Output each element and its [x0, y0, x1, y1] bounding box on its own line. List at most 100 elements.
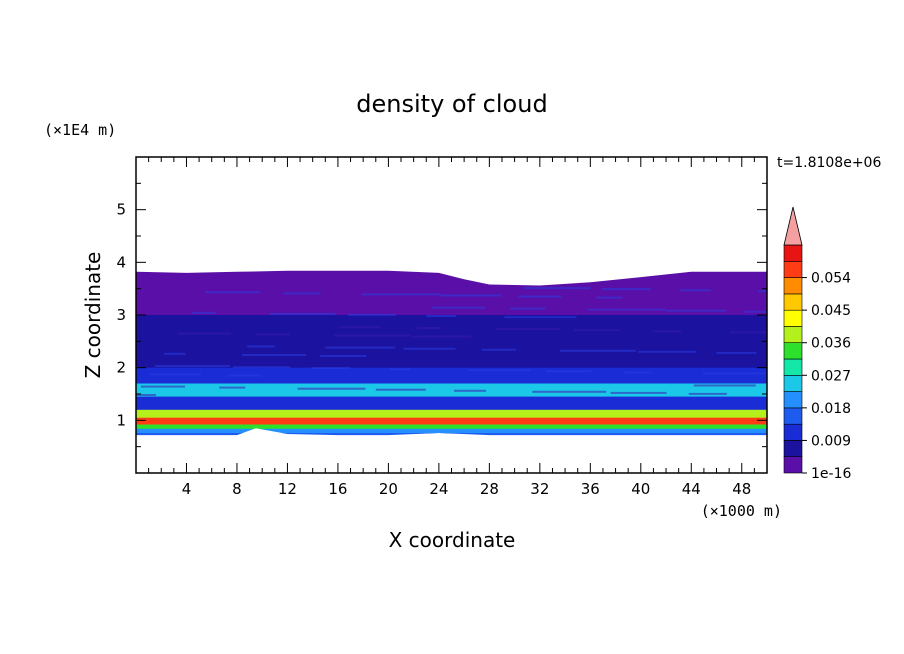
- texture-streak: [361, 293, 441, 296]
- texture-streak: [467, 369, 531, 372]
- texture-streak: [389, 368, 411, 371]
- colorbar-swatch: [783, 244, 803, 262]
- texture-streak: [154, 365, 230, 367]
- texture-streak: [573, 329, 621, 332]
- colorbar-label: 0.027: [811, 368, 851, 384]
- colorbar-label: 0.045: [811, 303, 851, 319]
- colorbar-swatch: [783, 358, 803, 376]
- y-tick-label: 5: [116, 201, 126, 219]
- colorbar-swatch: [783, 326, 803, 343]
- texture-streak: [693, 384, 756, 387]
- texture-streak: [242, 354, 306, 356]
- texture-streak: [601, 288, 651, 291]
- colorbar-label: 0.054: [811, 271, 851, 287]
- colorbar-swatch: [783, 440, 803, 457]
- texture-streak: [495, 328, 561, 331]
- texture-streak: [716, 351, 757, 354]
- texture-streak: [596, 296, 622, 299]
- x-tick-label: 48: [732, 480, 751, 498]
- texture-streak: [311, 367, 351, 370]
- texture-streak: [297, 387, 366, 390]
- density-layer: [136, 433, 767, 436]
- texture-streak: [426, 315, 457, 317]
- texture-streak: [666, 309, 726, 312]
- texture-streak: [205, 291, 261, 294]
- texture-streak: [233, 366, 291, 369]
- texture-streak: [702, 372, 767, 375]
- x-tick-label: 4: [182, 480, 192, 498]
- texture-streak: [412, 335, 472, 338]
- texture-streak: [610, 391, 667, 394]
- density-layer: [136, 367, 767, 385]
- texture-streak: [454, 389, 486, 392]
- texture-streak: [638, 350, 697, 353]
- texture-streak: [730, 331, 767, 334]
- y-unit-label: (×1E4 m): [44, 121, 116, 139]
- chart-title: density of cloud: [356, 90, 547, 118]
- texture-streak: [417, 327, 441, 330]
- texture-streak: [679, 289, 711, 292]
- texture-streak: [560, 349, 636, 352]
- texture-streak: [504, 316, 577, 319]
- x-tick-label: 24: [429, 480, 448, 498]
- texture-streak: [624, 371, 652, 374]
- x-axis-label: X coordinate: [389, 528, 516, 552]
- texture-streak: [518, 295, 562, 298]
- texture-streak: [587, 308, 666, 311]
- density-layer: [136, 396, 767, 411]
- texture-streak: [652, 330, 682, 333]
- texture-streak: [149, 373, 201, 376]
- colorbar-swatch: [783, 456, 803, 474]
- texture-streak: [431, 306, 486, 309]
- y-tick-label: 2: [116, 359, 126, 377]
- colorbar-label: 0.018: [811, 401, 851, 417]
- colorbar: 0.054 0.045 0.036 0.027 0.018 0.009 1e-16: [783, 206, 851, 482]
- texture-streak: [177, 332, 231, 335]
- texture-streak: [523, 287, 591, 290]
- colorbar-swatch: [783, 407, 803, 425]
- colorbar-swatch: [783, 374, 803, 392]
- y-tick-label: 1: [116, 411, 126, 429]
- colorbar-swatch: [783, 391, 803, 409]
- texture-streak: [269, 312, 336, 315]
- x-tick-label: 44: [682, 480, 701, 498]
- texture-streak: [532, 390, 607, 393]
- colorbar-label: 0.036: [811, 336, 851, 352]
- y-tick-label: 3: [116, 306, 126, 324]
- x-tick-label: 28: [480, 480, 499, 498]
- colorbar-swatch: [783, 309, 803, 327]
- texture-streak: [339, 326, 381, 329]
- x-unit-label: (×1000 m): [701, 502, 782, 520]
- density-layer: [136, 409, 767, 419]
- x-tick-label: 36: [581, 480, 600, 498]
- texture-streak: [191, 311, 216, 314]
- texture-streak: [440, 294, 502, 297]
- texture-streak: [255, 333, 291, 336]
- texture-streak: [325, 346, 396, 349]
- x-tick-label: 16: [328, 480, 347, 498]
- texture-streak: [247, 345, 276, 348]
- texture-streak: [219, 386, 246, 389]
- texture-streak: [375, 388, 426, 391]
- density-layer: [136, 383, 767, 398]
- texture-streak: [320, 355, 367, 357]
- texture-streak: [509, 307, 546, 310]
- colorbar-swatch: [783, 423, 803, 441]
- texture-streak: [228, 374, 262, 377]
- texture-streak: [481, 348, 516, 351]
- colorbar-swatch: [783, 260, 803, 278]
- colorbar-swatch: [783, 277, 803, 295]
- y-axis-label: Z coordinate: [81, 252, 105, 379]
- y-tick-label: 4: [116, 253, 126, 271]
- texture-streak: [403, 347, 456, 350]
- x-tick-label: 8: [232, 480, 242, 498]
- texture-streak: [744, 310, 767, 313]
- colorbar-overflow-triangle: [783, 206, 803, 246]
- x-tick-label: 20: [379, 480, 398, 498]
- density-layer: [136, 424, 767, 430]
- colorbar-swatch: [783, 342, 803, 360]
- colorbar-swatch: [783, 293, 803, 311]
- texture-streak: [334, 334, 412, 337]
- time-label: t=1.8108e+06: [777, 155, 881, 171]
